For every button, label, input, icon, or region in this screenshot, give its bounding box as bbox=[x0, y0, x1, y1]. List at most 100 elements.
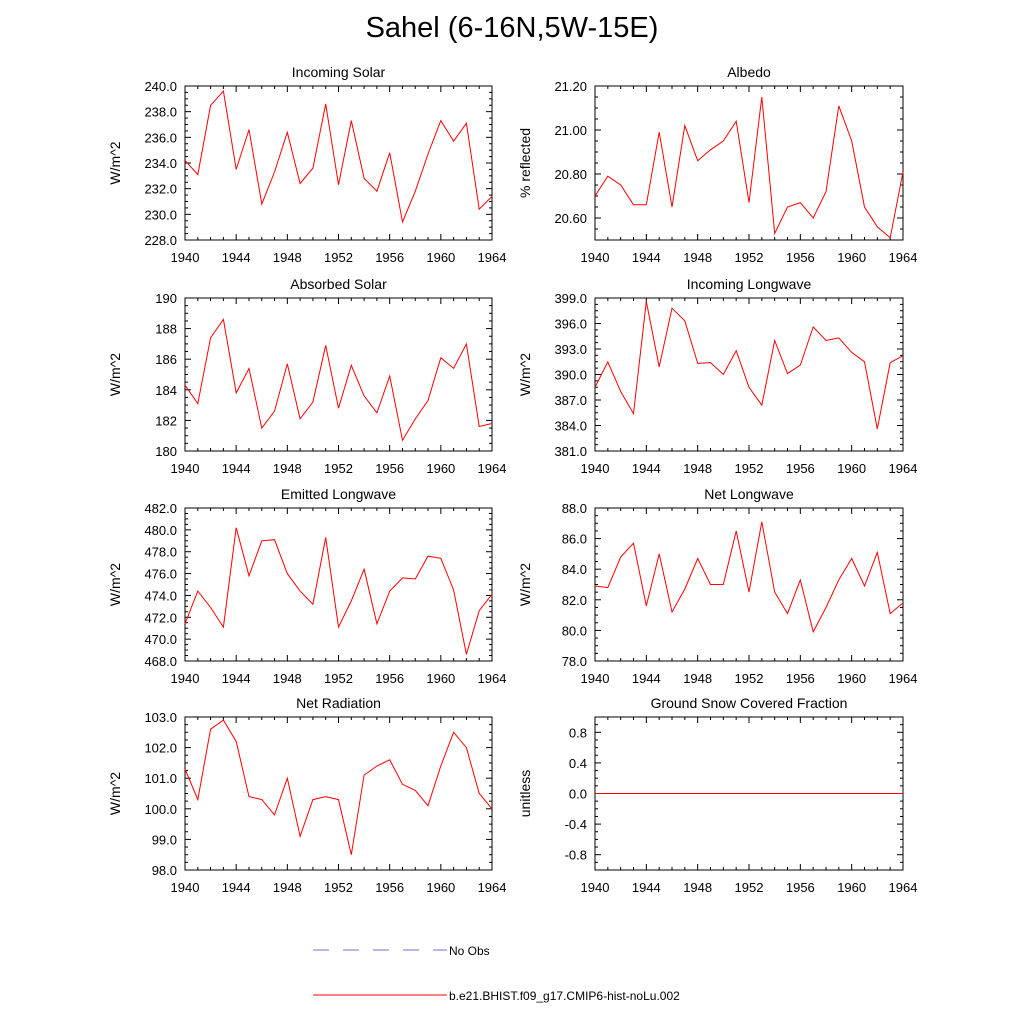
y-tick-label: 0.4 bbox=[569, 756, 587, 771]
y-axis-label: W/m^2 bbox=[107, 563, 123, 606]
panel-title: Absorbed Solar bbox=[290, 276, 387, 292]
y-tick-label: 82.0 bbox=[562, 593, 587, 608]
x-tick-label: 1964 bbox=[889, 461, 918, 476]
y-tick-label: 238.0 bbox=[144, 105, 177, 120]
x-tick-label: 1944 bbox=[632, 461, 661, 476]
x-tick-label: 1956 bbox=[375, 250, 404, 265]
panel-title: Incoming Solar bbox=[292, 64, 386, 80]
y-tick-label: 21.20 bbox=[554, 79, 587, 94]
plot-frame bbox=[184, 507, 493, 662]
y-tick-label: -0.8 bbox=[565, 848, 587, 863]
panel-title: Incoming Longwave bbox=[687, 276, 812, 292]
x-tick-label: 1948 bbox=[683, 461, 712, 476]
chart-panel-5: Emitted Longwave W/m^2 1940 1944 1948 1952 195… bbox=[107, 486, 506, 686]
y-axis-label: W/m^2 bbox=[107, 353, 123, 396]
y-axis-label: W/m^2 bbox=[517, 563, 533, 606]
y-tick-label: 102.0 bbox=[144, 741, 177, 756]
y-tick-label: 478.0 bbox=[144, 545, 177, 560]
y-tick-label: 88.0 bbox=[562, 501, 587, 516]
chart-panel-7: Net Radiation W/m^2 1940 1944 1948 1952 1956 19… bbox=[107, 695, 506, 895]
y-tick-label: 474.0 bbox=[144, 588, 177, 603]
y-tick-label: 0.8 bbox=[569, 725, 587, 740]
x-tick-label: 1964 bbox=[478, 671, 507, 686]
x-tick-label: 1940 bbox=[171, 461, 200, 476]
x-tick-label: 1940 bbox=[171, 880, 200, 895]
x-tick-label: 1952 bbox=[324, 671, 353, 686]
x-tick-label: 1964 bbox=[478, 880, 507, 895]
chart-panel-2: Albedo % reflected 1940 1944 1948 1952 1956 196… bbox=[517, 64, 917, 265]
y-axis-label: W/m^2 bbox=[107, 141, 123, 184]
x-tick-label: 1956 bbox=[786, 671, 815, 686]
plot-frame bbox=[184, 85, 493, 241]
x-tick-label: 1952 bbox=[324, 461, 353, 476]
series-line bbox=[184, 719, 493, 855]
y-tick-label: 234.0 bbox=[144, 156, 177, 171]
y-tick-label: 86.0 bbox=[562, 532, 587, 547]
x-tick-label: 1952 bbox=[735, 880, 764, 895]
y-tick-label: 99.0 bbox=[152, 832, 177, 847]
y-tick-label: 78.0 bbox=[562, 654, 587, 669]
y-tick-label: 396.0 bbox=[554, 317, 587, 332]
x-tick-label: 1940 bbox=[171, 671, 200, 686]
y-tick-label: 472.0 bbox=[144, 610, 177, 625]
y-tick-label: 390.0 bbox=[554, 368, 587, 383]
y-tick-label: 20.60 bbox=[554, 211, 587, 226]
x-tick-label: 1944 bbox=[222, 461, 251, 476]
plot-frame bbox=[594, 297, 904, 452]
y-axis-label: W/m^2 bbox=[107, 772, 123, 815]
y-tick-label: 470.0 bbox=[144, 632, 177, 647]
x-tick-label: 1948 bbox=[683, 671, 712, 686]
x-tick-label: 1960 bbox=[837, 461, 866, 476]
y-tick-label: 240.0 bbox=[144, 79, 177, 94]
legend: No Obs b.e21.BHIST.f09_g17.CMIP6-hist-no… bbox=[313, 944, 680, 1003]
x-tick-label: 1944 bbox=[632, 250, 661, 265]
x-tick-label: 1960 bbox=[426, 880, 455, 895]
y-tick-label: -0.4 bbox=[565, 817, 587, 832]
x-tick-label: 1944 bbox=[632, 880, 661, 895]
x-tick-label: 1956 bbox=[375, 671, 404, 686]
x-tick-label: 1940 bbox=[581, 250, 610, 265]
x-tick-label: 1952 bbox=[735, 671, 764, 686]
x-tick-label: 1956 bbox=[786, 880, 815, 895]
x-tick-label: 1960 bbox=[837, 250, 866, 265]
y-tick-label: 20.80 bbox=[554, 167, 587, 182]
y-tick-label: 387.0 bbox=[554, 393, 587, 408]
x-tick-label: 1960 bbox=[426, 250, 455, 265]
y-tick-label: 228.0 bbox=[144, 233, 177, 248]
plot-frame bbox=[184, 716, 493, 871]
series-line bbox=[594, 301, 904, 429]
y-tick-label: 190 bbox=[155, 291, 177, 306]
y-tick-label: 80.0 bbox=[562, 623, 587, 638]
y-tick-label: 393.0 bbox=[554, 342, 587, 357]
x-tick-label: 1940 bbox=[581, 671, 610, 686]
y-tick-label: 188 bbox=[155, 322, 177, 337]
y-tick-label: 236.0 bbox=[144, 130, 177, 145]
chart-panel-8: Ground Snow Covered Fraction unitless 1940… bbox=[517, 695, 917, 895]
chart-panel-6: Net Longwave W/m^2 1940 1944 1948 1952 1956 196… bbox=[517, 486, 917, 686]
x-tick-label: 1948 bbox=[683, 880, 712, 895]
series-line bbox=[184, 318, 493, 442]
panel-title: Albedo bbox=[727, 64, 771, 80]
x-tick-label: 1948 bbox=[273, 880, 302, 895]
y-tick-label: 182 bbox=[155, 413, 177, 428]
panel-title: Ground Snow Covered Fraction bbox=[651, 695, 848, 711]
y-tick-label: 186 bbox=[155, 352, 177, 367]
y-axis-label: unitless bbox=[517, 770, 533, 817]
x-tick-label: 1940 bbox=[581, 880, 610, 895]
x-tick-label: 1964 bbox=[478, 250, 507, 265]
y-tick-label: 101.0 bbox=[144, 771, 177, 786]
y-tick-label: 100.0 bbox=[144, 802, 177, 817]
figure-title: Sahel (6-16N,5W-15E) bbox=[365, 12, 659, 44]
series-line bbox=[184, 527, 493, 655]
x-tick-label: 1956 bbox=[375, 880, 404, 895]
chart-panel-4: Incoming Longwave W/m^2 1940 1944 1948 1952 19… bbox=[517, 276, 917, 476]
x-tick-label: 1956 bbox=[786, 461, 815, 476]
x-tick-label: 1944 bbox=[632, 671, 661, 686]
plot-frame bbox=[594, 85, 904, 241]
y-tick-label: 84.0 bbox=[562, 562, 587, 577]
y-tick-label: 399.0 bbox=[554, 291, 587, 306]
plot-frame bbox=[594, 507, 904, 662]
x-tick-label: 1948 bbox=[683, 250, 712, 265]
legend-obs-label: No Obs bbox=[449, 944, 490, 958]
